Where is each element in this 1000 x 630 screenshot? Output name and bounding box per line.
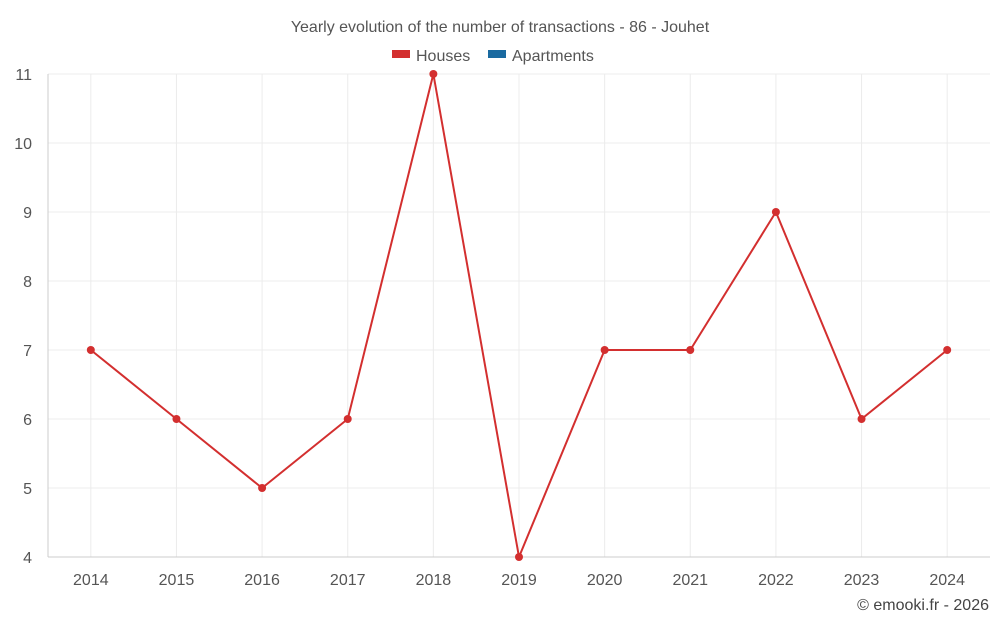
x-tick-label: 2018: [416, 572, 452, 589]
y-tick-label: 11: [15, 67, 32, 84]
data-point-houses-2024[interactable]: [943, 346, 952, 354]
y-tick-label: 10: [14, 136, 32, 153]
y-axis-ticks: 4 5 6 7 8 9 10 11: [14, 67, 32, 567]
data-point-houses-2017[interactable]: [343, 415, 352, 423]
x-tick-label: 2019: [501, 572, 537, 589]
x-tick-label: 2014: [73, 572, 109, 589]
legend-label-houses[interactable]: Houses: [416, 48, 470, 65]
x-tick-label: 2015: [159, 572, 195, 589]
credit-text: © emooki.fr - 2026: [857, 597, 989, 614]
y-tick-label: 8: [23, 274, 32, 291]
x-tick-label: 2024: [929, 572, 965, 589]
data-point-houses-2023[interactable]: [857, 415, 866, 423]
data-points: [86, 70, 952, 561]
legend-label-apartments[interactable]: Apartments: [512, 48, 594, 65]
x-tick-label: 2021: [672, 572, 708, 589]
data-point-houses-2016[interactable]: [258, 484, 267, 492]
y-tick-label: 6: [23, 412, 32, 429]
data-point-houses-2021[interactable]: [686, 346, 695, 354]
data-point-houses-2022[interactable]: [771, 208, 780, 216]
y-tick-label: 5: [23, 481, 32, 498]
x-tick-label: 2022: [758, 572, 794, 589]
x-tick-label: 2017: [330, 572, 366, 589]
x-tick-label: 2023: [844, 572, 880, 589]
y-tick-label: 7: [23, 343, 32, 360]
data-point-houses-2018[interactable]: [429, 70, 438, 78]
legend: Houses Apartments: [392, 48, 594, 65]
legend-swatch-apartments: [488, 50, 506, 58]
x-axis-ticks: 2014 2015 2016 2017 2018 2019 2020 2021 2022 2023…: [73, 572, 965, 589]
data-point-houses-2019[interactable]: [515, 553, 523, 561]
y-tick-label: 9: [23, 205, 32, 222]
data-point-houses-2014[interactable]: [86, 346, 95, 354]
legend-swatch-houses: [392, 50, 410, 58]
x-tick-label: 2020: [587, 572, 623, 589]
data-point-houses-2020[interactable]: [600, 346, 609, 354]
y-tick-label: 4: [23, 550, 32, 567]
chart-title: Yearly evolution of the number of transa…: [291, 19, 710, 36]
x-tick-label: 2016: [244, 572, 280, 589]
data-point-houses-2015[interactable]: [172, 415, 181, 423]
grid-lines: [48, 73, 990, 557]
